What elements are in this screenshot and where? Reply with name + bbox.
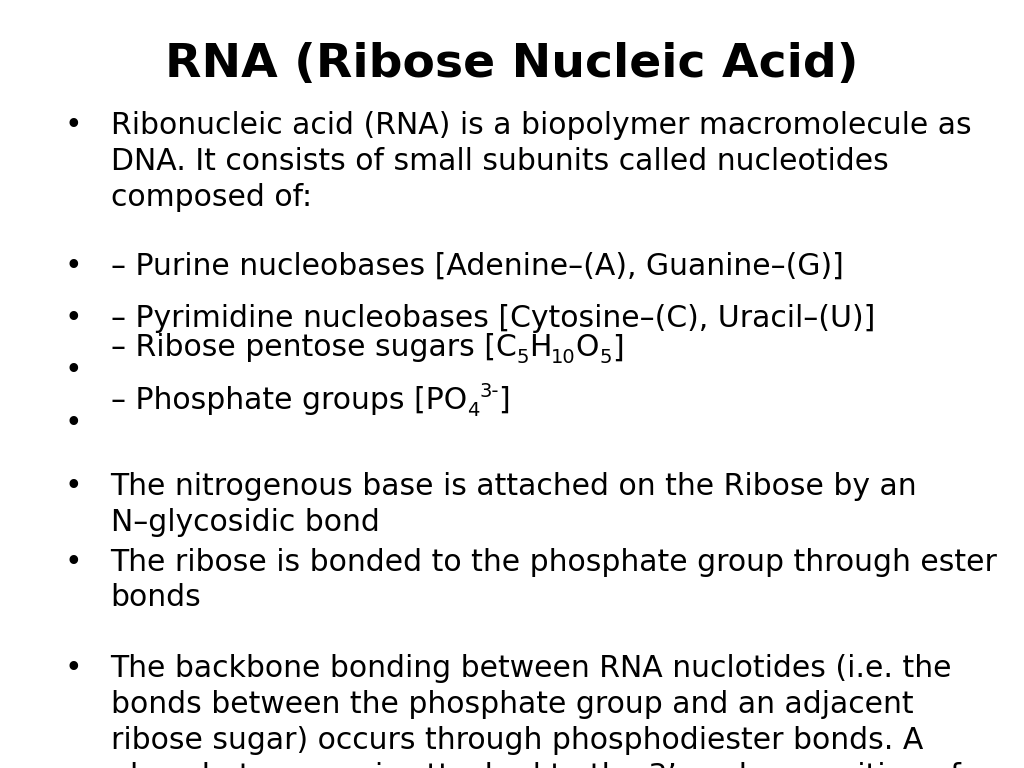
- Text: 5: 5: [516, 349, 528, 367]
- Text: The backbone bonding between RNA nuclotides (i.e. the
bonds between the phosphat: The backbone bonding between RNA nucloti…: [111, 654, 961, 768]
- Text: – Pyrimidine nucleobases [Cytosine–(C), Uracil–(U)]: – Pyrimidine nucleobases [Cytosine–(C), …: [111, 304, 874, 333]
- Text: •: •: [65, 472, 83, 502]
- Text: 4: 4: [467, 401, 479, 419]
- Text: •: •: [65, 548, 83, 577]
- Text: Ribonucleic acid (RNA) is a biopolymer macromolecule as
DNA. It consists of smal: Ribonucleic acid (RNA) is a biopolymer m…: [111, 111, 971, 212]
- Text: •: •: [65, 252, 83, 281]
- Text: •: •: [65, 409, 83, 438]
- Text: – Ribose pentose sugars [C: – Ribose pentose sugars [C: [111, 333, 516, 362]
- Text: The ribose is bonded to the phosphate group through ester
bonds: The ribose is bonded to the phosphate gr…: [111, 548, 997, 613]
- Text: – Purine nucleobases [Adenine–(A), Guanine–(G)]: – Purine nucleobases [Adenine–(A), Guani…: [111, 252, 844, 281]
- Text: – Phosphate groups [PO: – Phosphate groups [PO: [111, 386, 467, 415]
- Text: The nitrogenous base is attached on the Ribose by an
N–glycosidic bond: The nitrogenous base is attached on the …: [111, 472, 918, 538]
- Text: 3-: 3-: [479, 382, 499, 402]
- Text: ]: ]: [611, 333, 624, 362]
- Text: •: •: [65, 654, 83, 684]
- Text: •: •: [65, 356, 83, 386]
- Text: O: O: [575, 333, 599, 362]
- Text: 10: 10: [551, 349, 575, 367]
- Text: 5: 5: [599, 349, 611, 367]
- Text: RNA (Ribose Nucleic Acid): RNA (Ribose Nucleic Acid): [165, 42, 859, 88]
- Text: •: •: [65, 111, 83, 141]
- Text: •: •: [65, 304, 83, 333]
- Text: H: H: [528, 333, 551, 362]
- Text: ]: ]: [499, 386, 510, 415]
